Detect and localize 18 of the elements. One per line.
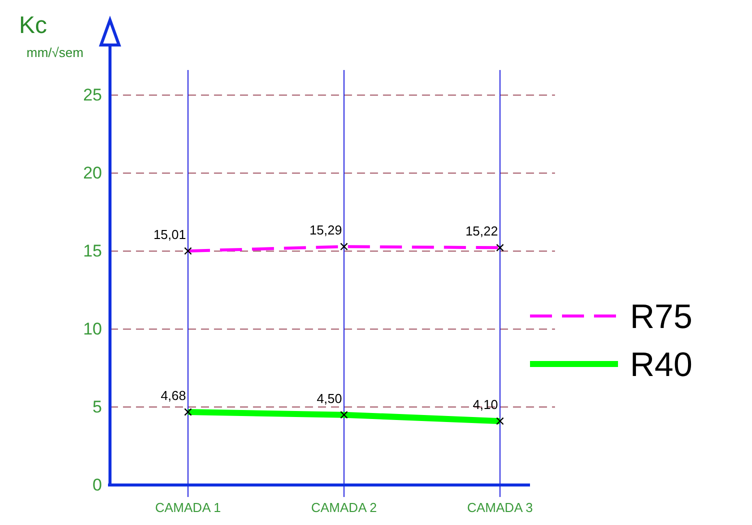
text: 15,22: [465, 224, 498, 239]
text: 4,68: [160, 388, 186, 404]
y-tick-label: 5: [92, 397, 102, 416]
y-tick-label: 20: [83, 164, 102, 183]
chart-subtitle: mm/√sem: [26, 45, 84, 60]
legend-label: R40: [630, 346, 692, 384]
legend-label: R75: [630, 298, 692, 336]
y-tick-label: 0: [92, 475, 102, 494]
y-axis-title: Kc: [18, 12, 48, 39]
text: 15,01: [153, 226, 186, 242]
text: 15,29: [309, 222, 342, 238]
text: 4,50: [316, 390, 342, 406]
x-tick-label: CAMADA 2: [311, 500, 377, 516]
y-tick-label: 15: [83, 242, 102, 261]
x-tick-label: CAMADA 1: [155, 500, 221, 516]
y-tick-label: 25: [83, 86, 102, 105]
y-tick-label: 10: [83, 320, 102, 339]
x-tick-label: CAMADA 3: [467, 500, 533, 516]
